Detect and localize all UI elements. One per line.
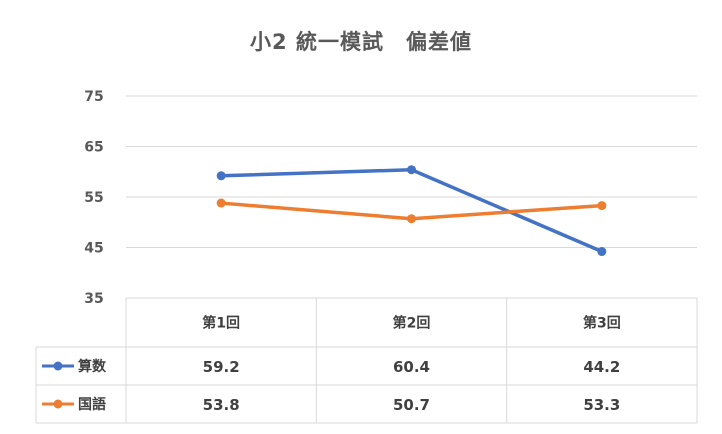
category-label: 第2回 [393, 315, 431, 332]
data-point [597, 247, 607, 257]
y-tick-label: 45 [84, 241, 103, 257]
data-table-value: 44.2 [583, 358, 620, 376]
legend-label: 国語 [78, 396, 106, 413]
chart-title: 小2 統一模試 偏差値 [250, 30, 472, 54]
legend-key-marker [53, 361, 63, 371]
data-table-value: 60.4 [393, 358, 430, 376]
data-table-value: 53.3 [583, 396, 620, 414]
legend-label: 算数 [78, 358, 107, 375]
category-label: 第3回 [583, 315, 621, 332]
data-point [407, 214, 416, 224]
y-tick-label: 35 [84, 291, 103, 307]
data-point [216, 171, 226, 181]
data-point [216, 198, 226, 208]
data-point [407, 165, 416, 175]
data-point [597, 201, 607, 211]
y-tick-label: 65 [84, 140, 103, 156]
data-table-value: 53.8 [203, 396, 240, 414]
y-tick-label: 55 [84, 190, 103, 206]
data-table-value: 59.2 [203, 358, 240, 376]
data-table-value: 50.7 [393, 396, 430, 414]
category-label: 第1回 [202, 315, 240, 332]
legend-key-marker [53, 399, 63, 409]
y-tick-label: 75 [84, 89, 103, 105]
